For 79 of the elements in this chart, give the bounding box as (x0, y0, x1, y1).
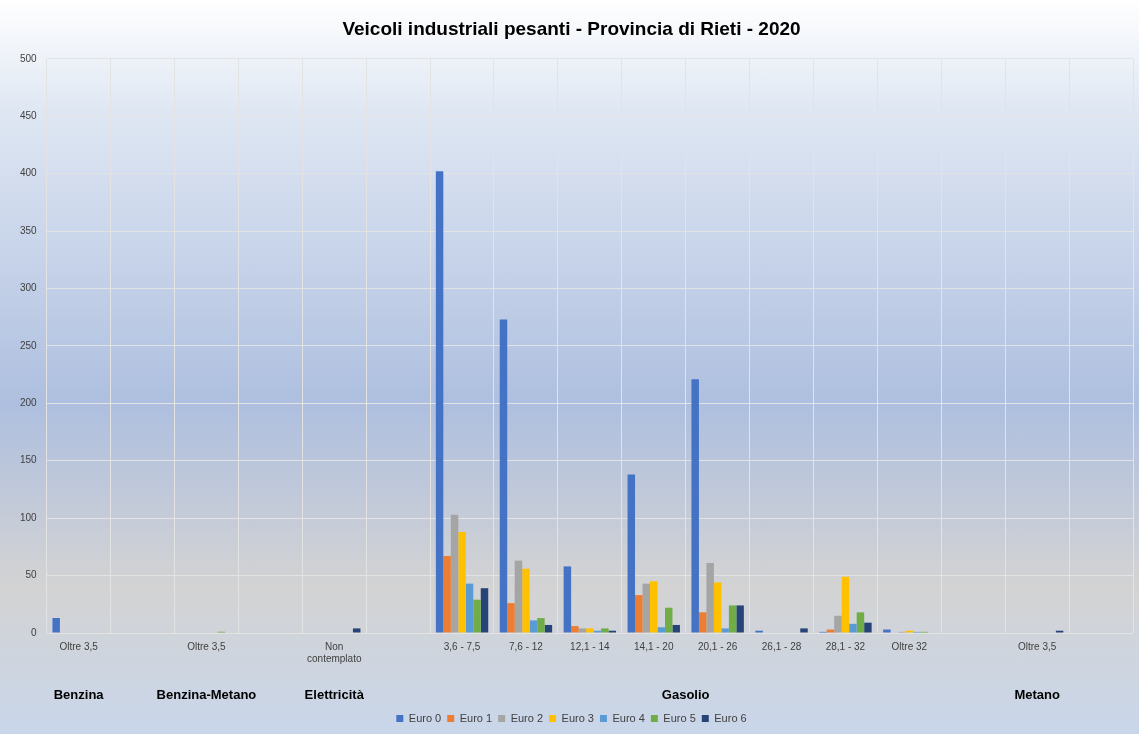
y-tick-label: 450 (20, 109, 38, 121)
y-tick-label: 400 (20, 167, 38, 179)
bar (514, 560, 523, 633)
text: Benzina (53, 686, 105, 702)
legend-label: Euro 2 (510, 711, 544, 724)
bar (352, 628, 361, 633)
bar (864, 622, 872, 633)
bar (736, 605, 744, 633)
bar (578, 628, 587, 633)
bar (800, 628, 808, 633)
bar (480, 588, 489, 633)
bar (706, 562, 714, 633)
bar (586, 628, 594, 633)
bar (721, 628, 729, 633)
x-tick-label: 28,1 - 32 (825, 640, 866, 652)
y-tick-label: 500 (20, 52, 38, 64)
y-tick-label: 50 (25, 569, 38, 581)
y-tick-label: 150 (20, 454, 38, 466)
bar (458, 531, 466, 633)
x-tick-label: 26,1 - 28 (761, 640, 802, 652)
bar (465, 583, 474, 633)
bar (856, 612, 865, 633)
x-tick-label: 20,1 - 26 (697, 640, 738, 652)
bar (601, 628, 609, 633)
bar (657, 627, 665, 633)
bar (826, 629, 835, 633)
bar (650, 581, 658, 633)
text: Metano (1014, 686, 1060, 702)
chart-title: Veicoli industriali pesanti - Provincia di Rieti - 2020 (342, 17, 801, 39)
bar (450, 514, 459, 633)
x-tick-label: Oltre 3,5 (1017, 640, 1057, 652)
y-tick-label: 300 (20, 282, 38, 294)
bar (698, 612, 707, 633)
bar (435, 171, 444, 633)
bar (473, 599, 481, 633)
x-tick-label: 3,6 - 7,5 (443, 640, 481, 652)
bar (664, 607, 673, 633)
bar (522, 568, 530, 633)
x-tick-label: Oltre 3,5 (187, 640, 227, 652)
y-tick-label: 350 (20, 224, 38, 236)
bar (544, 624, 553, 633)
bar (635, 595, 643, 633)
x-tick-label: 7,6 - 12 (508, 640, 544, 652)
legend-label: Euro 3 (561, 711, 594, 724)
bar (507, 603, 515, 633)
bar (52, 618, 60, 633)
bar (627, 474, 636, 633)
y-tick-label: 250 (20, 339, 38, 351)
bar (883, 629, 891, 633)
bar (728, 605, 737, 633)
bar (642, 583, 650, 633)
bar (691, 379, 699, 633)
bar (849, 623, 857, 633)
y-tick-label: 200 (20, 397, 38, 409)
legend-label: Euro 5 (663, 711, 696, 724)
bar (563, 566, 572, 633)
x-tick-label: Non contemplato (307, 640, 362, 664)
bar (537, 618, 545, 633)
x-tick-label: 12,1 - 14 (570, 640, 611, 652)
bar (571, 626, 579, 633)
bar (499, 319, 508, 633)
text: Gasolio (661, 686, 710, 702)
bar (672, 624, 680, 633)
x-tick-label: Oltre 32 (891, 640, 928, 652)
legend-label: Euro 1 (459, 711, 493, 724)
legend-label: Euro 6 (714, 711, 747, 724)
x-tick-label: 14,1 - 20 (634, 640, 674, 652)
bar (443, 556, 451, 633)
legend-label: Euro 0 (408, 711, 442, 724)
bar (834, 615, 842, 633)
y-tick-label: 0 (31, 626, 38, 638)
text: Benzina-Metano (156, 686, 257, 702)
y-tick-label: 100 (20, 511, 38, 523)
bar (841, 576, 850, 633)
x-tick-label: Oltre 3,5 (59, 640, 99, 652)
bar (713, 582, 722, 633)
bar (529, 620, 538, 633)
text: Elettricità (304, 686, 365, 702)
legend-label: Euro 4 (612, 711, 645, 724)
